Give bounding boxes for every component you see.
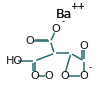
- Text: O: O: [44, 71, 53, 81]
- Text: Ba: Ba: [55, 8, 72, 21]
- Text: O: O: [79, 41, 88, 51]
- Text: O: O: [26, 36, 35, 46]
- Text: -: -: [62, 17, 65, 26]
- Text: -: -: [89, 63, 92, 72]
- Text: Ba: Ba: [55, 8, 72, 21]
- Text: HO: HO: [6, 56, 23, 66]
- Text: O: O: [30, 71, 39, 81]
- Text: ++: ++: [70, 2, 85, 11]
- Text: O: O: [79, 71, 88, 81]
- Text: O: O: [52, 24, 60, 34]
- Text: O: O: [60, 71, 69, 81]
- Text: ++: ++: [70, 2, 85, 11]
